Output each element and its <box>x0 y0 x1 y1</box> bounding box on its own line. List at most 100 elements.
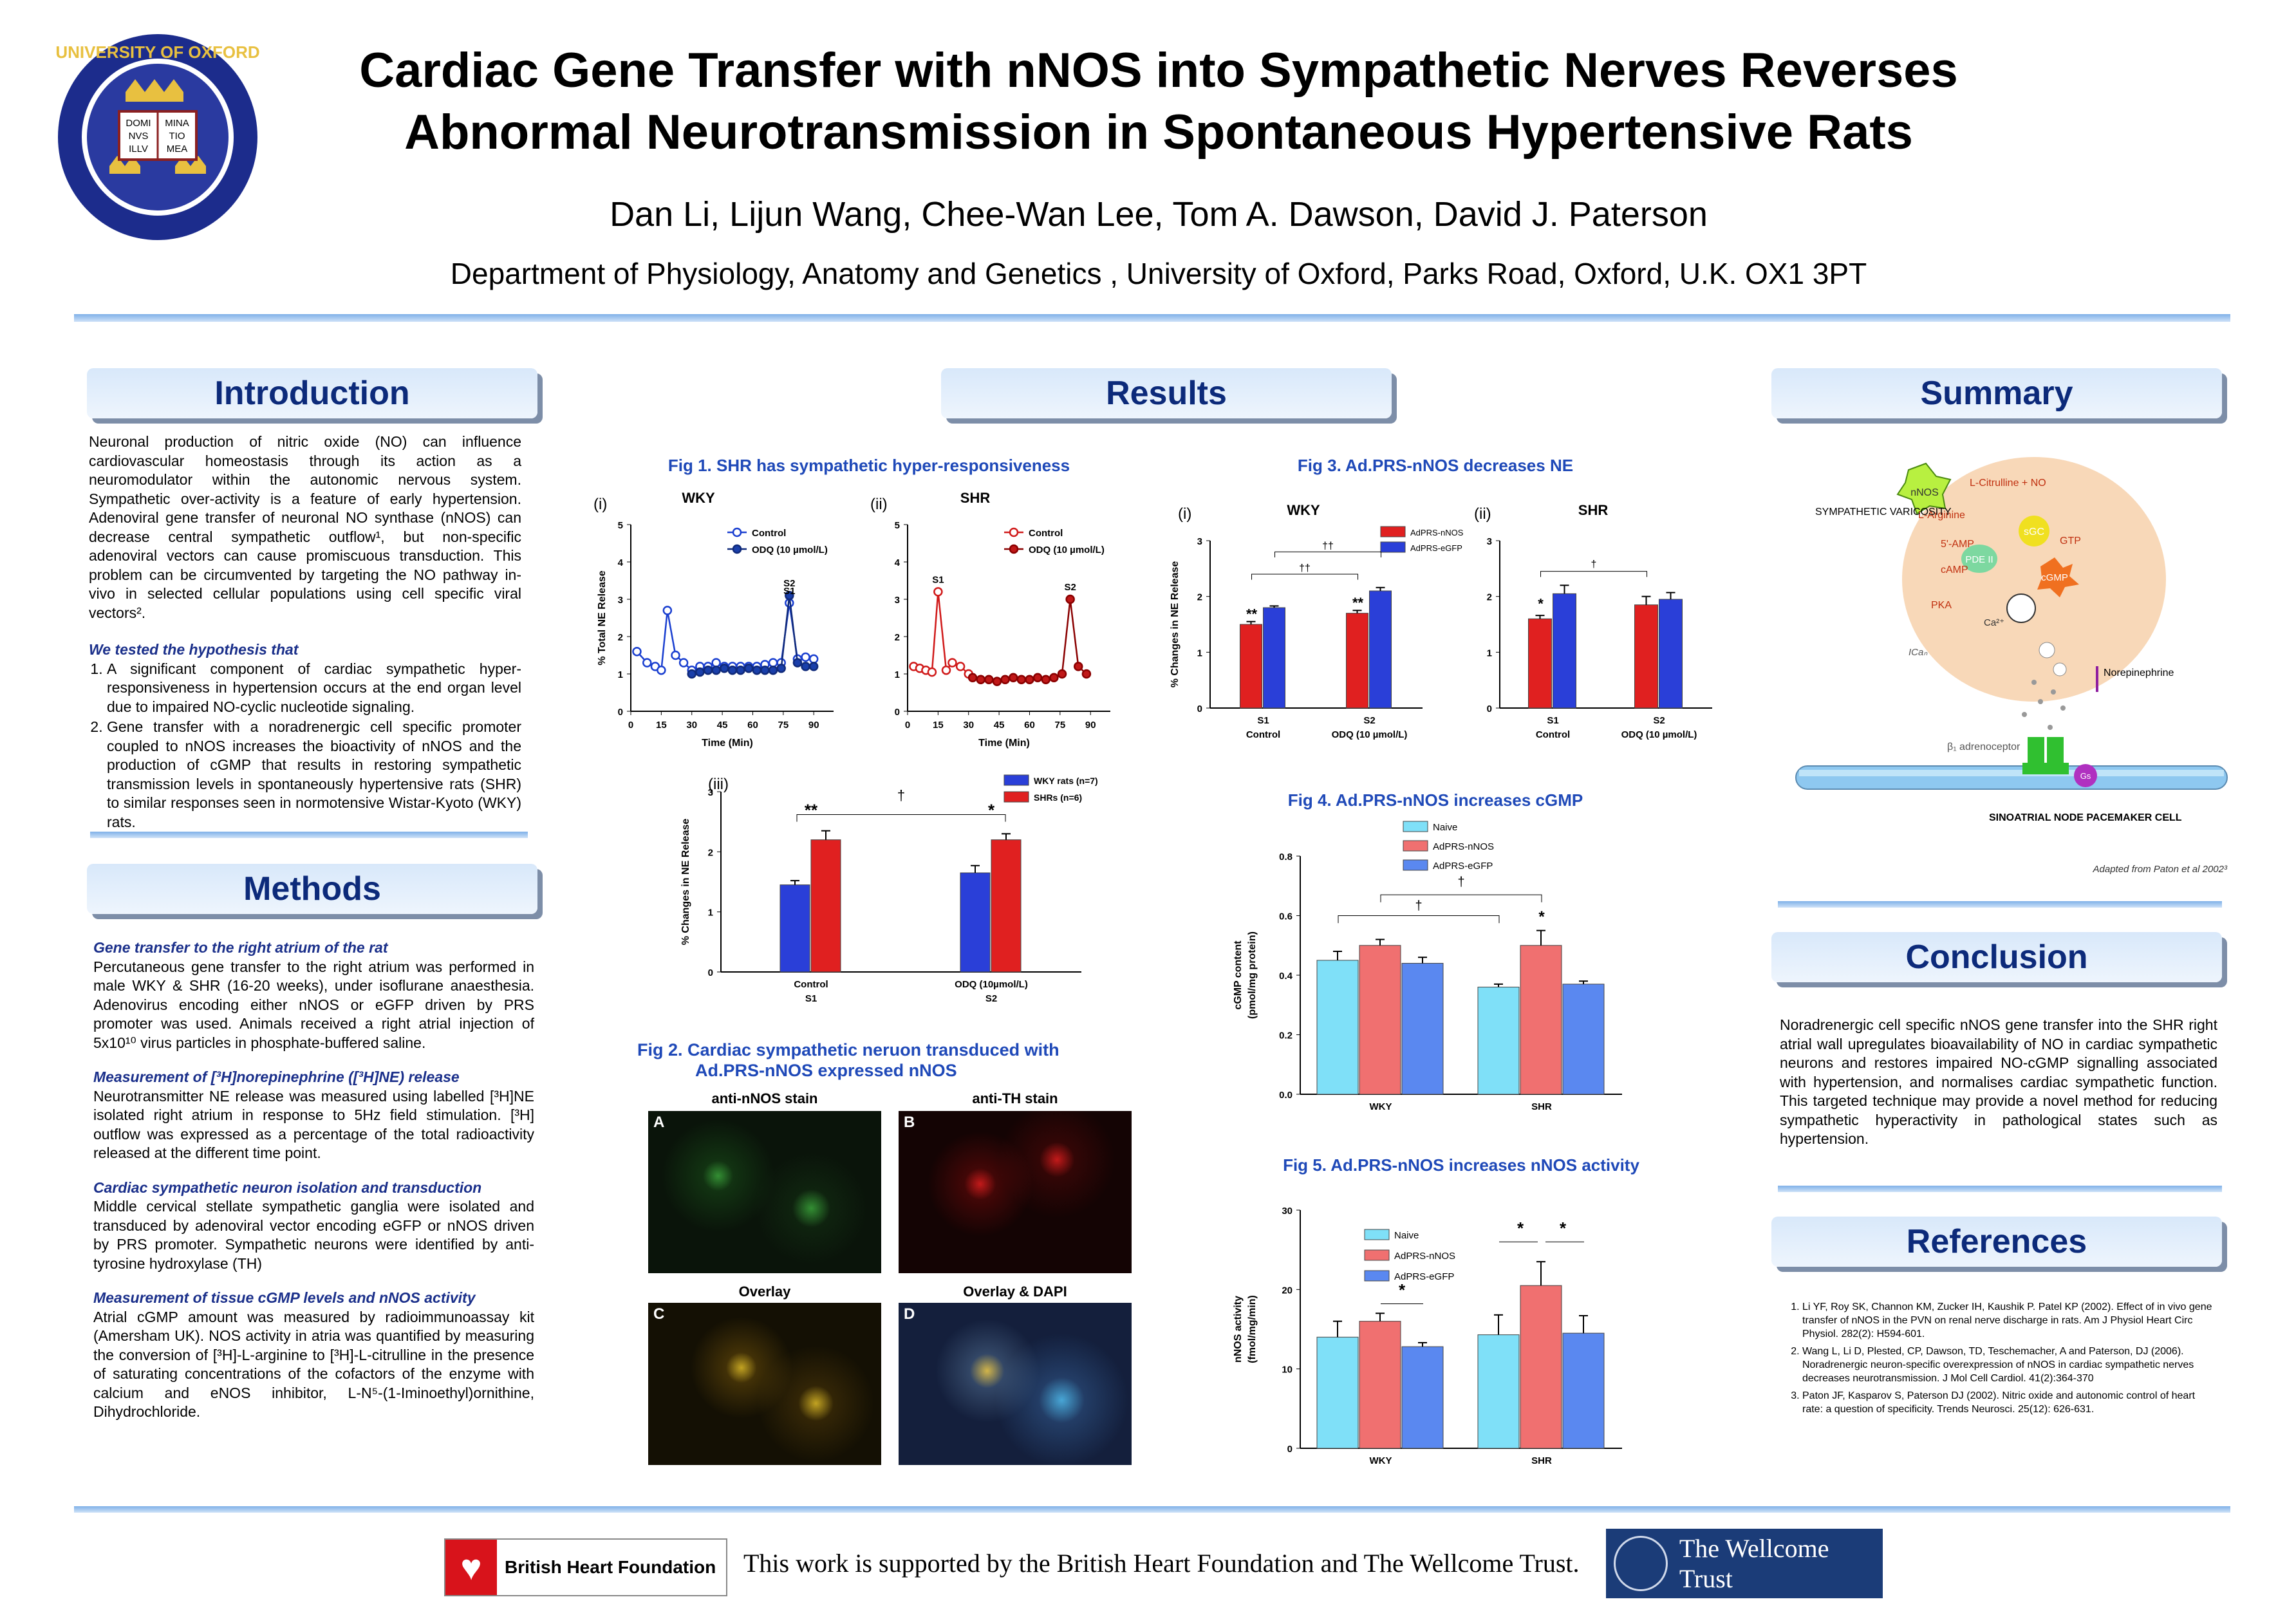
legend-label: WKY rats (n=7) <box>1034 776 1098 786</box>
data-point <box>976 675 985 684</box>
chart-title: WKY <box>1287 502 1320 518</box>
data-point <box>785 590 794 601</box>
data-point <box>711 658 721 667</box>
data-point <box>1032 673 1043 683</box>
method-body: Middle cervical stellate sympathetic gan… <box>93 1198 534 1272</box>
summary-label: PDE II <box>1965 554 1993 565</box>
conclusion-text: Noradrenergic cell specific nNOS gene tr… <box>1780 1016 2217 1147</box>
fig5-chart: 0 10 20 30 nNOS activity (fmol/mg/min) WKY SHR N… <box>1233 1206 1622 1466</box>
legend-marker <box>732 527 742 537</box>
method-body: Atrial cGMP amount was measured by radio… <box>93 1308 534 1421</box>
fig4-chart: 0.0 0.2 0.4 0.6 0.8 cGMP content (pmol/mg prot… <box>1233 821 1622 1112</box>
x-tick-label: 45 <box>717 720 728 731</box>
bar <box>1359 945 1401 1095</box>
data-point <box>1016 675 1027 684</box>
summary-rule <box>1778 901 2222 908</box>
legend-swatch <box>1380 526 1406 537</box>
legend-marker <box>1009 527 1019 537</box>
annotation: * <box>1538 908 1545 926</box>
bar <box>1401 1346 1444 1449</box>
legend-swatch <box>1364 1229 1390 1240</box>
y-tick-label: 5 <box>618 520 623 531</box>
data-point <box>801 662 810 671</box>
summary-label: cAMP <box>1941 565 1968 575</box>
data-point <box>632 646 642 657</box>
chart-panel-label: (ii) <box>870 496 888 513</box>
x-tick-label: WKY <box>1370 1101 1392 1112</box>
fig3-title: Fig 3. Ad.PRS-nNOS decreases NE <box>1297 456 1574 475</box>
micrograph-th: B <box>899 1111 1132 1273</box>
y-tick-label: 2 <box>895 632 900 643</box>
legend-swatch <box>1380 541 1406 553</box>
introduction-text: Neuronal production of nitric oxide (NO)… <box>89 433 521 833</box>
annotation: * <box>1538 596 1544 612</box>
summary-label: 5'-AMP <box>1941 539 1974 550</box>
svg-text:DOMI: DOMI <box>126 118 151 129</box>
data-point <box>1000 675 1010 684</box>
bar <box>1316 1336 1359 1449</box>
y-tick-label: 4 <box>895 557 901 568</box>
data-point <box>1081 669 1092 679</box>
fig5-title: Fig 5. Ad.PRS-nNOS increases nNOS activi… <box>1283 1155 1639 1175</box>
data-point <box>743 664 754 673</box>
summary-label: sGC <box>2024 527 2044 537</box>
x-tick-label: Control <box>794 979 828 990</box>
y-axis-label: cGMP content <box>1233 940 1244 1010</box>
y-tick-label: 2 <box>618 632 623 643</box>
y-tick-label: 0 <box>1487 704 1492 714</box>
svg-text:ILLV: ILLV <box>129 144 148 154</box>
data-point <box>1041 675 1050 684</box>
data-point <box>792 658 803 667</box>
bottom-rule <box>74 1506 2230 1513</box>
x-tick-label: S1 <box>805 993 817 1004</box>
introduction-header: Introduction <box>87 368 537 418</box>
data-point <box>933 587 943 597</box>
bar <box>1316 960 1359 1095</box>
significance-bracket <box>1251 574 1358 580</box>
summary-label: cGMP <box>2041 572 2068 583</box>
bar <box>1477 987 1520 1095</box>
summary-label: nNOS <box>1910 487 1939 498</box>
fig3-i-chart: (i) WKY 0 1 2 3 % Changes in NE Release S1 Contr… <box>1170 502 1464 740</box>
x-tick-label: 90 <box>808 720 819 731</box>
y-tick-label: 5 <box>895 520 900 531</box>
y-tick-label: 0.2 <box>1279 1031 1293 1041</box>
bar <box>1240 624 1262 709</box>
bar <box>1477 1334 1520 1449</box>
summary-label: PKA <box>1931 600 1952 611</box>
annotation: † <box>1415 899 1422 913</box>
micrograph-nnos: A <box>648 1111 881 1273</box>
bar <box>1359 1321 1401 1449</box>
bar <box>1528 618 1552 709</box>
x-tick-label: 15 <box>656 720 667 731</box>
x-tick-label: 60 <box>747 720 758 731</box>
method-title: Cardiac sympathetic neuron isolation and… <box>93 1179 482 1196</box>
x-tick-label: S2 <box>1653 715 1665 726</box>
y-tick-label: 3 <box>1487 536 1492 547</box>
y-tick-label: 0 <box>1197 704 1202 714</box>
y-tick-label: 0 <box>1287 1444 1293 1455</box>
y-tick-label: 0.8 <box>1279 852 1293 863</box>
top-rule <box>74 314 2230 322</box>
chart-panel-label: (i) <box>593 496 607 513</box>
annotation: S1 <box>932 574 944 585</box>
x-tick-label: 0 <box>628 720 633 731</box>
affiliation: Department of Physiology, Anatomy and Ge… <box>450 257 1867 290</box>
data-point <box>992 677 1002 686</box>
data-point <box>927 667 937 677</box>
data-point <box>808 662 819 671</box>
method-title: Gene transfer to the right atrium of the… <box>93 939 388 956</box>
poster-title: Cardiac Gene Transfer with nNOS into Sym… <box>359 43 1958 160</box>
reference-item: Li YF, Roy SK, Channon KM, Zucker IH, Ka… <box>1802 1300 2214 1341</box>
data-point <box>662 606 673 615</box>
x-tick-label: SHR <box>1531 1455 1552 1466</box>
legend-swatch <box>1003 791 1029 803</box>
y-tick-label: 2 <box>1487 592 1492 603</box>
x-tick-label: ODQ (10 µmol/L) <box>1332 729 1408 740</box>
x-tick-label: S1 <box>1257 715 1269 726</box>
chart-panel-label: (i) <box>1178 505 1191 523</box>
summary-label: SYMPATHETIC VARICOSITY <box>1815 507 1952 518</box>
x-axis-label: Time (Min) <box>702 738 753 749</box>
legend-label: ODQ (10 µmol/L) <box>1029 545 1105 555</box>
x-tick-label: 15 <box>933 720 944 731</box>
